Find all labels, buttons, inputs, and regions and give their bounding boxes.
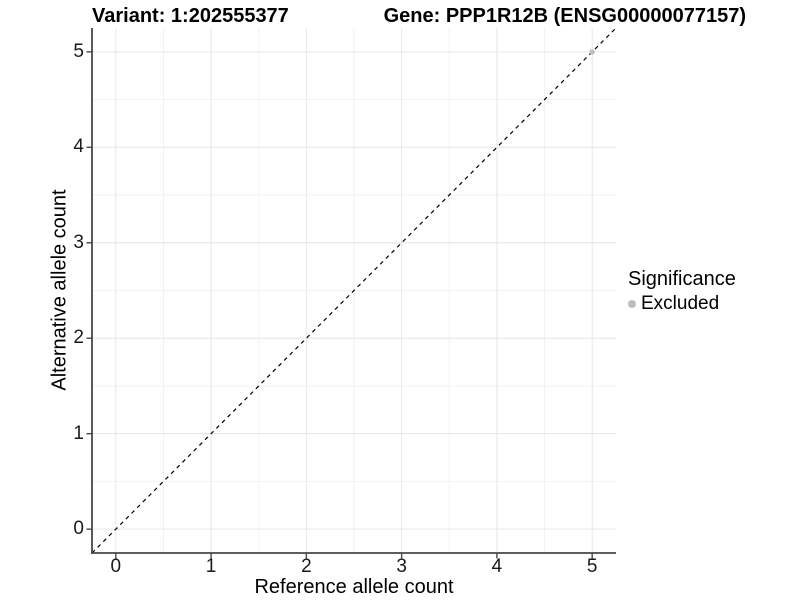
y-tick-label: 1: [73, 422, 84, 444]
x-axis-title: Reference allele count: [254, 576, 454, 598]
y-axis-title: Alternative allele count: [48, 189, 71, 391]
y-tick-label: 3: [73, 231, 84, 253]
y-tick-label: 4: [73, 136, 84, 158]
legend-item-excluded: Excluded: [628, 293, 736, 315]
legend-item-label: Excluded: [641, 293, 720, 314]
gene-title: Gene: PPP1R12B (ENSG00000077157): [383, 5, 746, 27]
x-tick-label: 4: [491, 556, 503, 577]
x-tick-label: 2: [301, 556, 312, 577]
significance-legend: Significance Excluded: [628, 268, 736, 315]
y-tick-label: 5: [73, 40, 84, 62]
x-tick-label: 1: [205, 556, 217, 577]
identity-line: [91, 27, 617, 554]
y-tick-label: 2: [73, 327, 84, 349]
legend-title: Significance: [628, 268, 736, 290]
x-tick-label: 0: [110, 556, 122, 577]
y-tick-label: 0: [73, 518, 84, 540]
data-point-excluded: [589, 49, 595, 55]
variant-title: Variant: 1:202555377: [92, 5, 289, 27]
x-tick-label: 3: [396, 556, 407, 577]
excluded-point-icon: [628, 300, 636, 308]
x-tick-label: 5: [586, 556, 598, 577]
